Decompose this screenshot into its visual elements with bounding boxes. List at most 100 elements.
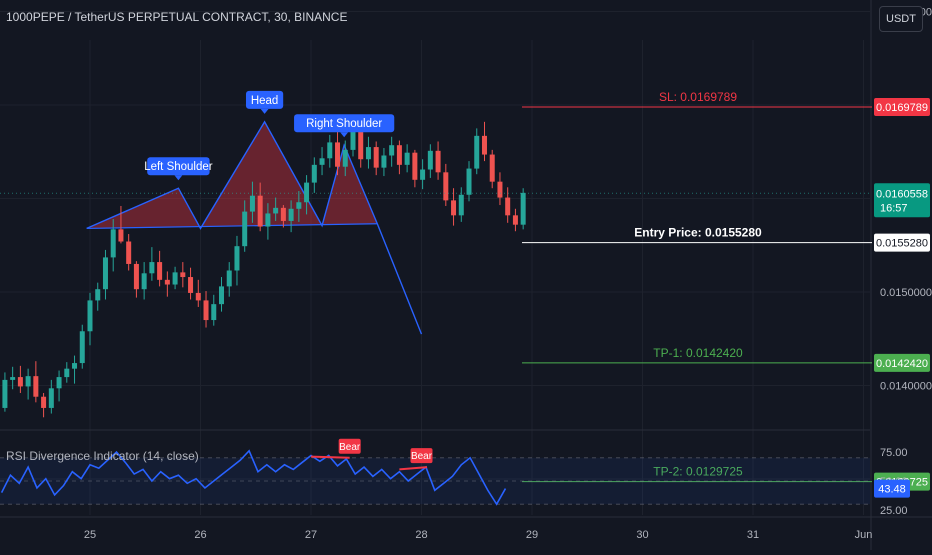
time-tick-label: 26 — [194, 529, 206, 541]
pattern-label-text: Right Shoulder — [306, 118, 382, 130]
candle — [373, 141, 379, 176]
candle-body — [2, 379, 8, 408]
candle — [211, 294, 217, 326]
candle-body — [188, 277, 194, 293]
candles — [2, 119, 526, 418]
candle — [412, 149, 418, 188]
candle — [149, 247, 155, 281]
candle — [381, 148, 387, 177]
candle — [342, 140, 348, 177]
pattern-label-pointer — [340, 132, 349, 138]
candle-body — [327, 142, 333, 159]
pattern-label-pointer — [260, 108, 269, 114]
level-sl: SL: 0.0169789 0.0169789 — [522, 90, 930, 116]
level-label: Entry Price: 0.0155280 — [634, 226, 762, 240]
candle — [505, 187, 511, 223]
candle — [17, 365, 23, 393]
candle — [435, 141, 441, 180]
current-price-countdown: 16:57 — [880, 202, 908, 214]
candle — [327, 134, 333, 168]
candle — [489, 149, 495, 189]
candle — [180, 262, 186, 288]
candle — [280, 205, 286, 228]
rsi-bear-marker-bg — [338, 438, 361, 454]
candle-body — [481, 135, 487, 155]
price-tick-label: 0.0140000 — [880, 381, 932, 393]
candle-body — [41, 396, 47, 408]
candle-body — [489, 154, 495, 182]
rsi-series-line — [0, 449, 507, 506]
candle-body — [466, 168, 472, 195]
candle-body — [404, 152, 410, 165]
time-tick-label: Jun — [855, 529, 873, 541]
candle-body — [311, 164, 317, 183]
candle-body — [304, 182, 310, 203]
candle-body — [365, 147, 371, 160]
candle-body — [56, 377, 62, 389]
candle — [234, 235, 240, 286]
pattern-label-bg — [245, 90, 284, 109]
candle — [458, 187, 464, 222]
rsi-tick-label: 75.00 — [880, 447, 908, 459]
rsi-title: RSI Divergence Indicator (14, close) — [6, 449, 199, 463]
candle — [141, 262, 147, 300]
candle-body — [242, 211, 248, 247]
time-tick-label: 29 — [526, 529, 538, 541]
candle — [497, 172, 503, 206]
candle — [365, 136, 371, 169]
candle — [404, 144, 410, 173]
candle-body — [133, 263, 139, 290]
candle-body — [335, 142, 341, 167]
candle-body — [126, 241, 132, 264]
candle-body — [118, 229, 124, 242]
candle-body — [10, 377, 16, 380]
candle — [466, 161, 472, 202]
candle — [242, 200, 248, 252]
candle — [2, 372, 8, 412]
rsi-bear-marker: Bear — [410, 448, 433, 464]
candle-body — [95, 289, 101, 301]
candle-body — [342, 149, 348, 167]
candle — [296, 191, 302, 222]
candle-body — [451, 200, 457, 216]
candle — [443, 163, 449, 206]
candle — [172, 266, 178, 290]
candle — [133, 261, 139, 298]
level-label: SL: 0.0169789 — [659, 90, 737, 104]
time-tick-label: 31 — [747, 529, 759, 541]
candle — [126, 234, 132, 271]
level-price-tag — [874, 97, 930, 116]
candle-body — [257, 195, 263, 227]
level-price-tag-text: 0.0169789 — [876, 102, 928, 114]
rsi-tick-label: 25.00 — [880, 505, 908, 517]
candle — [87, 292, 93, 346]
current-price-value: 0.0160558 — [876, 188, 928, 200]
candle-body — [319, 158, 325, 165]
candle-body — [79, 331, 85, 364]
time-tick-label: 28 — [415, 529, 427, 541]
rsi-current-value: 43.48 — [878, 484, 906, 496]
candle — [249, 181, 255, 223]
rsi-bear-marker-text: Bear — [339, 442, 361, 453]
candle-body — [211, 304, 217, 321]
pattern-label-bg — [294, 114, 395, 133]
candle — [427, 144, 433, 178]
time-tick-label: 30 — [636, 529, 648, 541]
level-price-tag — [874, 353, 930, 372]
candle-body — [373, 147, 379, 168]
currency-button[interactable]: USDT — [879, 6, 923, 32]
candle-body — [33, 376, 39, 397]
candle — [319, 147, 325, 176]
candle — [110, 219, 116, 272]
candle-body — [195, 292, 201, 301]
pattern-outline — [86, 120, 423, 335]
rsi-bear-marker-bg — [410, 448, 433, 464]
level-entry: Entry Price: 0.0155280 0.0155280 — [522, 226, 930, 252]
candle-body — [350, 130, 356, 150]
candle — [72, 355, 78, 384]
candle — [226, 262, 232, 297]
rsi-bear-marker: Bear — [338, 438, 361, 454]
candle-body — [396, 145, 402, 165]
